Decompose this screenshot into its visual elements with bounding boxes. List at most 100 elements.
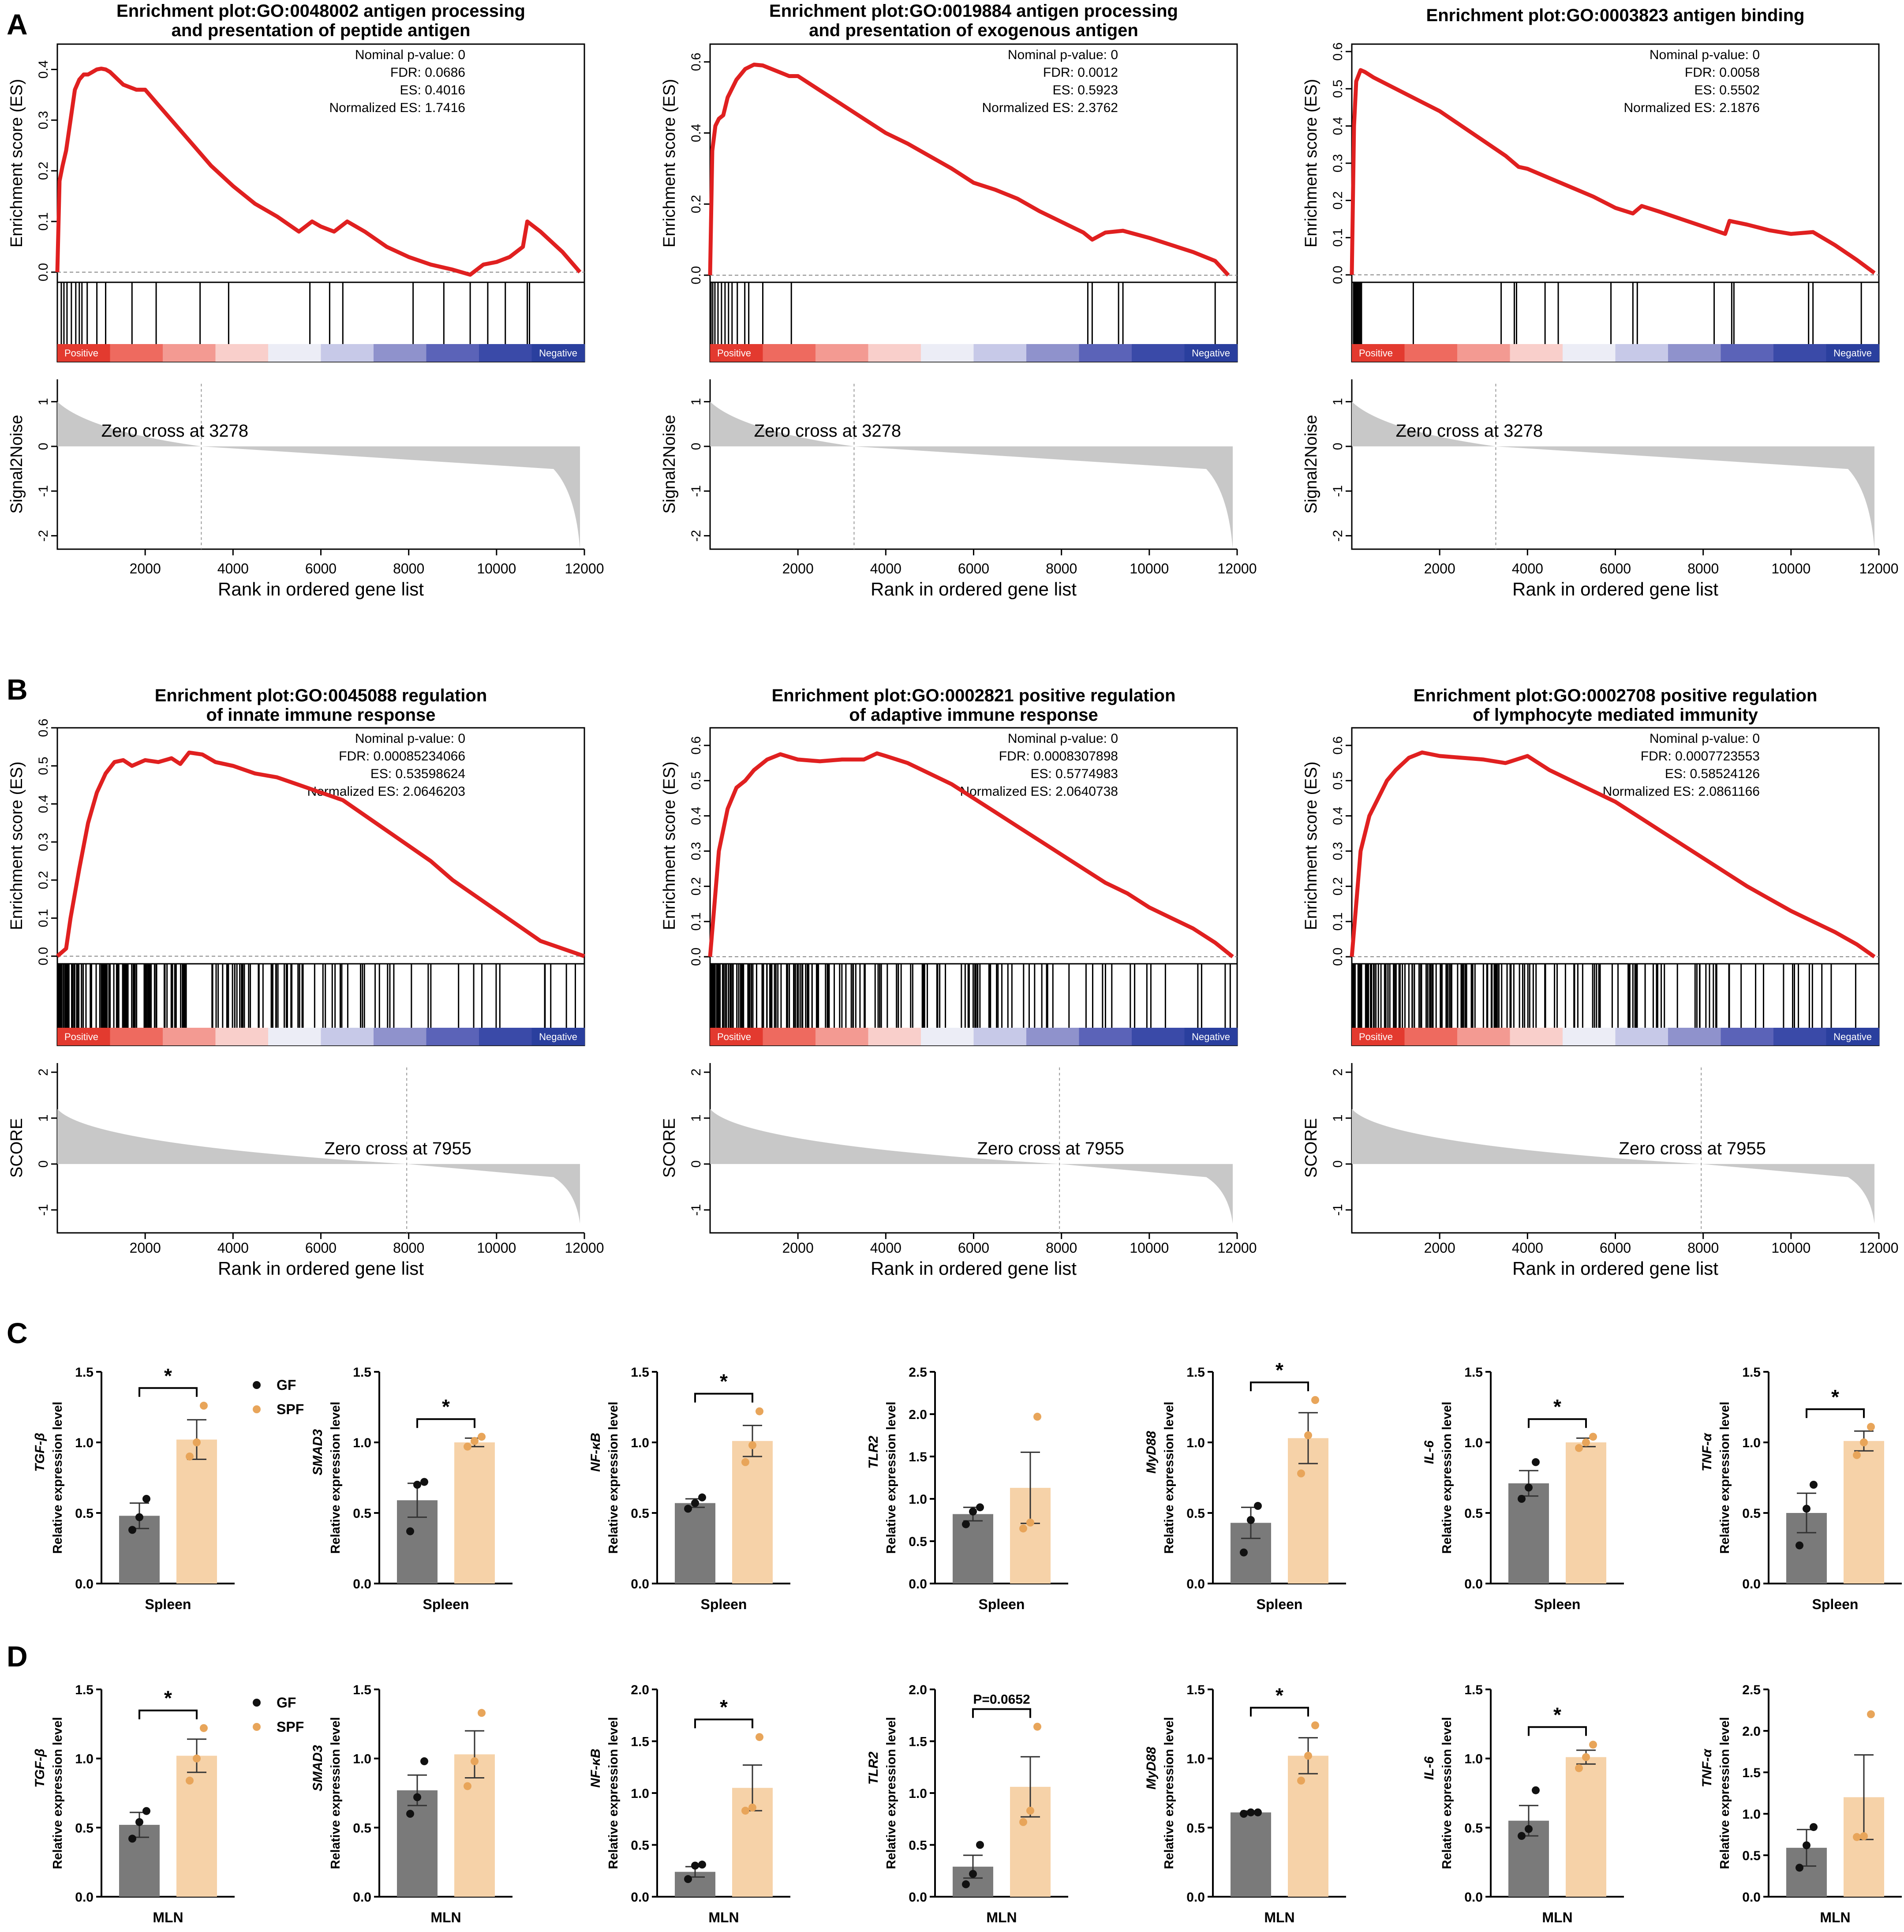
heat-segment — [110, 344, 163, 362]
heat-segment — [1721, 344, 1774, 362]
bar-y-tick-label: 1.5 — [1742, 1766, 1761, 1780]
gsea-stat-3: Normalized ES: 2.0861166 — [1603, 784, 1760, 799]
bar-y-tick-label: 1.0 — [1742, 1807, 1761, 1822]
significance-bracket — [1528, 1418, 1587, 1428]
heat-segment — [973, 1028, 1027, 1045]
spf-point — [748, 1803, 756, 1812]
heat-segment — [1184, 344, 1238, 362]
bar-y-tick-label: 2.5 — [909, 1365, 927, 1380]
signal-area — [57, 1109, 580, 1224]
x-tick-label: 2000 — [782, 1240, 814, 1256]
heat-positive-label: Positive — [1359, 348, 1393, 359]
gf-point — [691, 1499, 699, 1507]
es-plot-frame — [1351, 727, 1880, 965]
bar-panel-c6: 0.0 0.5 1.0 1.5 Relative expression level IL-… — [1422, 1365, 1624, 1612]
signal-y-tick-label: 0 — [689, 443, 703, 450]
x-tick-label: 4000 — [217, 561, 249, 577]
heat-segment — [426, 344, 479, 362]
gf-point — [1254, 1502, 1262, 1510]
x-axis-label: Rank in ordered gene list — [218, 579, 424, 599]
es-y-tick-label: 0.2 — [1331, 191, 1345, 210]
gsea-stat-1: FDR: 0.0007723553 — [1641, 749, 1760, 764]
heat-negative-label: Negative — [1192, 348, 1230, 359]
bar-y-tick-label: 1.0 — [909, 1786, 927, 1801]
es-y-tick-label: 0.5 — [36, 756, 51, 775]
spf-point — [1582, 1438, 1590, 1446]
heat-segment — [1721, 1028, 1774, 1045]
bar-y-axis-label: Relative expression level — [1162, 1402, 1176, 1554]
es-y-tick-label: 0.1 — [1331, 912, 1345, 931]
x-tick-label: 6000 — [958, 1240, 989, 1256]
es-plot-frame — [1351, 43, 1880, 283]
significance-bracket — [694, 1719, 753, 1729]
gf-point — [1240, 1810, 1248, 1818]
gsea-stat-3: Normalized ES: 1.7416 — [329, 101, 466, 115]
spf-point — [1311, 1721, 1319, 1730]
heat-segment — [1668, 1028, 1721, 1045]
spf-point — [1026, 1806, 1034, 1815]
gf-point — [1240, 1548, 1248, 1557]
x-tick-label: 10000 — [1130, 1240, 1169, 1256]
signal-y-tick-label: 0 — [1331, 1161, 1345, 1168]
bar-y-tick-label: 1.5 — [1464, 1365, 1483, 1380]
bar-y-tick-label: 0.0 — [909, 1577, 927, 1591]
gsea-stat-2: ES: 0.5774983 — [1030, 767, 1118, 781]
x-tick-label: 6000 — [1600, 1240, 1631, 1256]
heat-segment — [763, 1028, 816, 1045]
spf-point — [1589, 1433, 1597, 1441]
gf-point — [406, 1810, 414, 1818]
gf-point — [1518, 1832, 1526, 1840]
gsea-panel-b2: Enrichment plot:GO:0002821 positive regu… — [660, 686, 1257, 1279]
bar-y-tick-label: 2.0 — [909, 1683, 927, 1697]
spf-point — [1867, 1423, 1875, 1431]
gene-label: SMAD3 — [310, 1429, 325, 1475]
bar-y-tick-label: 0.0 — [75, 1577, 94, 1591]
gene-label: TLR2 — [866, 1436, 881, 1469]
x-tick-label: 6000 — [305, 1240, 337, 1256]
heat-segment — [815, 1028, 869, 1045]
bar-x-label: Spleen — [423, 1596, 469, 1612]
bar-y-tick-label: 1.0 — [631, 1436, 649, 1450]
es-y-tick-label: 0.2 — [689, 195, 703, 213]
signal-y-tick-label: -1 — [1331, 1204, 1345, 1216]
zero-cross-label: Zero cross at 3278 — [101, 421, 249, 441]
gsea-stat-0: Nominal p-value: 0 — [1008, 48, 1118, 62]
x-tick-label: 2000 — [1424, 561, 1455, 577]
signal-y-tick-label: 0 — [689, 1161, 703, 1168]
es-y-tick-label: 0.3 — [689, 842, 703, 861]
gf-point — [135, 1513, 143, 1521]
significance-bracket — [138, 1387, 198, 1397]
bar-y-axis-label: Relative expression level — [884, 1402, 898, 1554]
spf-point — [756, 1733, 763, 1741]
es-y-tick-label: 0.3 — [1331, 154, 1345, 172]
es-y-tick-label: 0.6 — [1331, 42, 1345, 61]
panel-label-d: D — [7, 1640, 28, 1673]
bar-y-axis-label: Relative expression level — [606, 1717, 621, 1869]
gf-point — [1518, 1495, 1526, 1503]
gene-label: MyD88 — [1144, 1431, 1159, 1474]
gsea-panel-a2: Enrichment plot:GO:0019884 antigen proce… — [660, 1, 1257, 599]
es-y-axis-label: Enrichment score (ES) — [660, 79, 679, 247]
gsea-stat-0: Nominal p-value: 0 — [355, 48, 465, 62]
bar-y-tick-label: 0.5 — [1742, 1506, 1761, 1521]
signal-y-tick-label: 1 — [1331, 1115, 1345, 1122]
spf-point — [200, 1724, 208, 1732]
gf-point — [1796, 1864, 1803, 1872]
bar-y-tick-label: 0.5 — [1742, 1849, 1761, 1863]
bar-y-tick-label: 2.5 — [1742, 1683, 1761, 1697]
gsea-stat-1: FDR: 0.00085234066 — [339, 749, 465, 764]
spf-point — [1853, 1451, 1861, 1459]
bar-y-tick-label: 1.0 — [353, 1436, 371, 1450]
heat-segment — [426, 1028, 479, 1045]
significance-label: * — [1831, 1385, 1839, 1408]
bar-panel-c1: 0.0 0.5 1.0 1.5 Relative expression level TGF… — [33, 1364, 304, 1612]
gf-bar — [397, 1790, 438, 1897]
legend-gf-marker — [253, 1699, 261, 1707]
bar-y-tick-label: 0.5 — [909, 1535, 927, 1549]
signal-y-tick-label: -2 — [689, 530, 703, 542]
gf-point — [142, 1495, 150, 1503]
spf-point — [741, 1806, 749, 1815]
bar-y-tick-label: 1.0 — [75, 1436, 94, 1450]
spf-point — [748, 1441, 756, 1449]
bar-panel-d6: 0.0 0.5 1.0 1.5 Relative expression level IL-… — [1422, 1683, 1624, 1925]
